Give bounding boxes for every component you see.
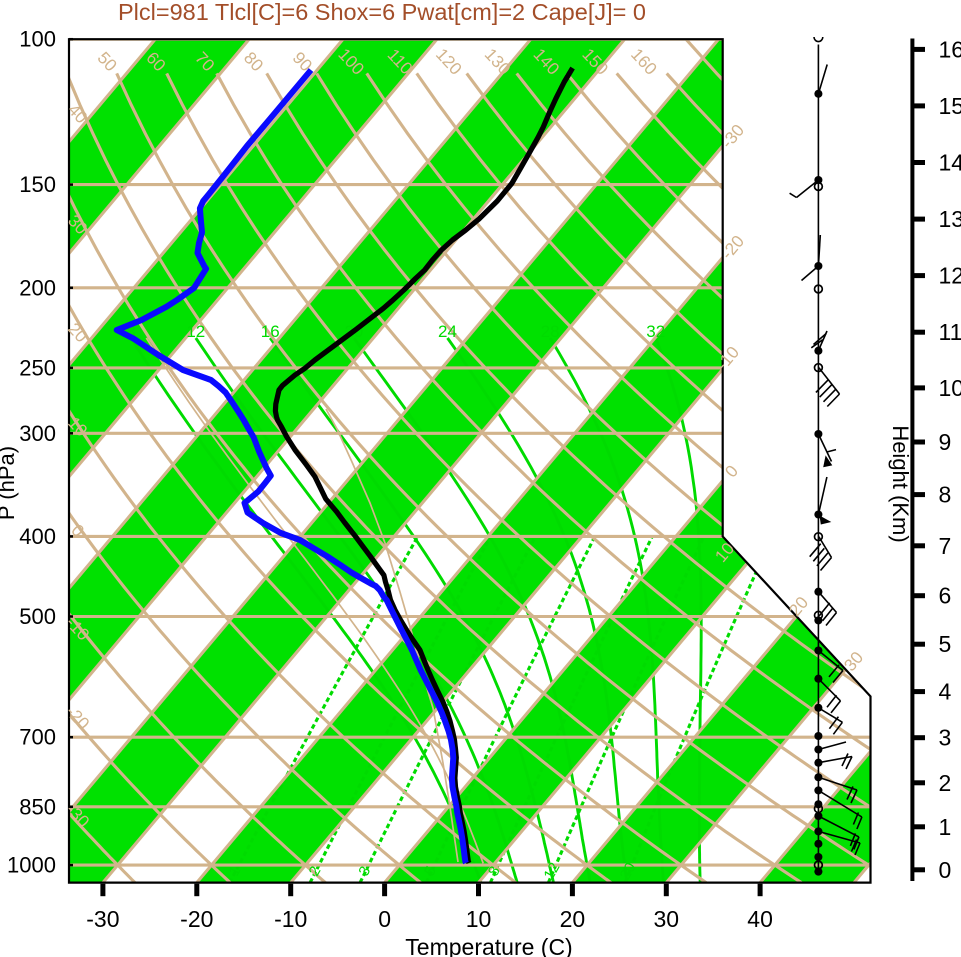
svg-text:16: 16	[261, 322, 280, 341]
svg-text:300: 300	[19, 421, 56, 446]
svg-text:Height (Km): Height (Km)	[888, 425, 913, 542]
svg-text:32: 32	[646, 322, 665, 341]
svg-text:10: 10	[939, 375, 961, 401]
svg-text:6: 6	[939, 583, 952, 609]
svg-text:Temperature (C): Temperature (C)	[405, 934, 572, 957]
svg-text:11: 11	[939, 319, 961, 345]
svg-text:P (hPa): P (hPa)	[0, 446, 19, 520]
svg-text:5: 5	[939, 631, 952, 657]
svg-text:-10: -10	[274, 906, 307, 932]
svg-text:850: 850	[19, 794, 56, 819]
svg-text:20: 20	[617, 860, 640, 883]
svg-text:400: 400	[19, 524, 56, 549]
svg-text:13: 13	[939, 206, 961, 232]
svg-text:30: 30	[654, 906, 680, 932]
svg-text:3: 3	[939, 725, 952, 751]
svg-text:8: 8	[126, 322, 135, 341]
svg-text:7: 7	[939, 533, 952, 559]
svg-text:12: 12	[939, 263, 961, 289]
svg-text:500: 500	[19, 604, 56, 629]
svg-text:1000: 1000	[7, 853, 56, 878]
svg-text:250: 250	[19, 355, 56, 380]
svg-text:10: 10	[466, 906, 492, 932]
svg-text:24: 24	[438, 322, 457, 341]
svg-text:8: 8	[939, 482, 952, 508]
svg-text:1: 1	[939, 814, 952, 840]
svg-text:16: 16	[939, 36, 961, 62]
svg-text:40: 40	[747, 906, 773, 932]
svg-text:28: 28	[541, 322, 560, 341]
svg-text:15: 15	[939, 93, 961, 119]
svg-text:-20: -20	[180, 906, 213, 932]
svg-text:4: 4	[939, 679, 952, 705]
svg-text:14: 14	[939, 150, 961, 176]
svg-text:0: 0	[939, 857, 952, 883]
svg-text:Plcl=981 Tlcl[C]=6 Shox=6 Pwat: Plcl=981 Tlcl[C]=6 Shox=6 Pwat[cm]=2 Cap…	[118, 0, 646, 25]
svg-text:100: 100	[19, 27, 56, 52]
svg-text:20: 20	[560, 906, 586, 932]
svg-text:-30: -30	[86, 906, 119, 932]
svg-text:9: 9	[939, 429, 952, 455]
svg-text:12: 12	[186, 322, 205, 341]
svg-text:0: 0	[378, 906, 391, 932]
svg-text:150: 150	[19, 172, 56, 197]
svg-text:200: 200	[19, 275, 56, 300]
svg-text:2: 2	[939, 770, 952, 796]
svg-text:12: 12	[540, 860, 563, 883]
svg-text:700: 700	[19, 725, 56, 750]
